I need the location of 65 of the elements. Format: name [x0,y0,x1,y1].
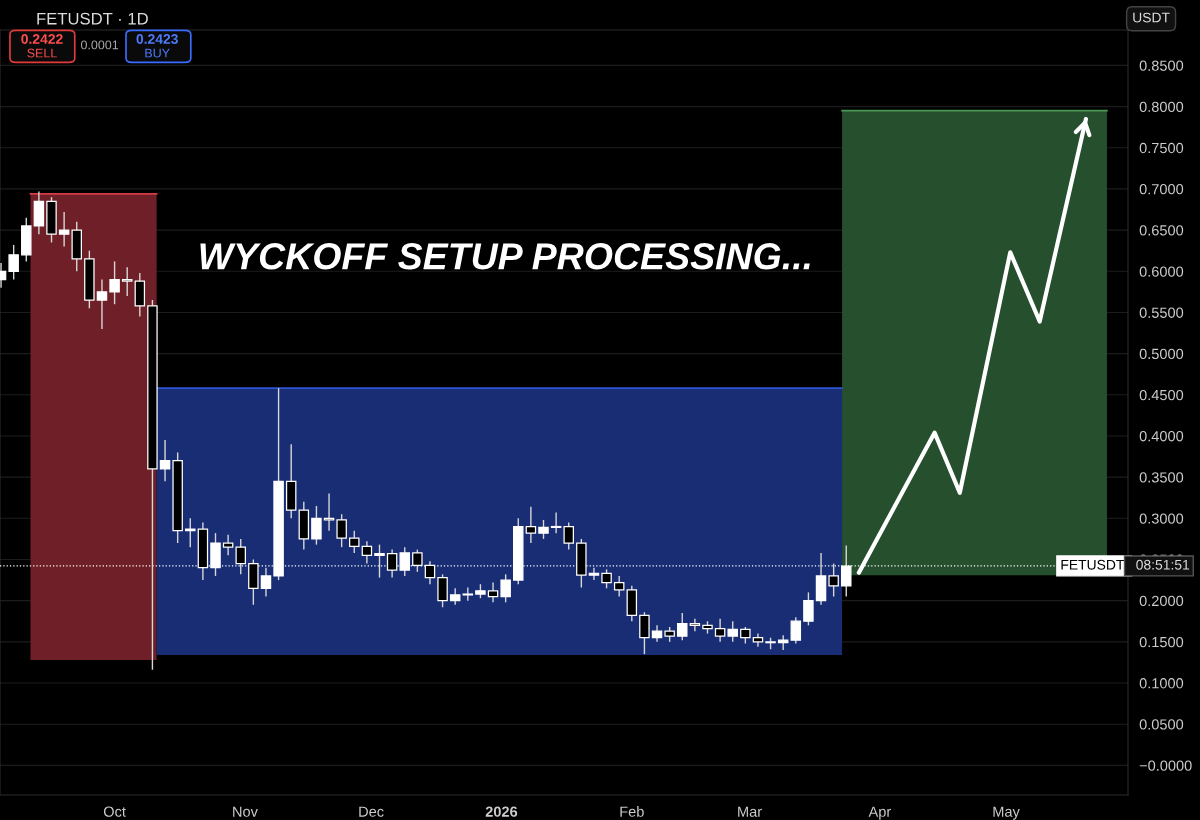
candlestick [601,568,612,590]
candlestick [841,544,852,598]
x-tick-label: 2026 [485,806,518,817]
annotation: WYCKOFF SETUP PROCESSING... [200,243,810,270]
annotation: 0.2423 [136,34,178,44]
candlestick [96,278,108,330]
candlestick [550,511,562,534]
text: 08:51:51 [1136,559,1190,570]
candlestick [563,521,574,551]
candlestick [727,620,738,643]
ref-line-label: FETUSDT [1061,559,1125,570]
y-tick-label: 0.6000 [1139,266,1184,277]
x-tick-label: May [993,806,1020,820]
candlestick [336,513,347,548]
candlestick [185,517,196,548]
x-tick-label: Apr [868,806,892,820]
candlestick [58,211,70,248]
y-axis-title: USDT [1133,12,1170,23]
x-tick-label: Dec [359,806,384,817]
y-tick-label: 0.7500 [1139,142,1184,154]
x-tick-label: Oct [103,806,126,817]
y-tick-label: 0.5500 [1139,307,1184,318]
annotation: BUY [145,48,170,58]
candlestick [437,573,448,608]
y-tick-label: 0.7000 [1139,184,1184,195]
annotation: 0.2422 [21,34,63,44]
candlestick [121,266,133,297]
candlestick [8,244,19,281]
y-tick-label: 0.4000 [1139,431,1184,442]
x-tick-label: Mar [738,806,762,817]
y-tick-label: 0.4500 [1139,389,1184,401]
candlestick [500,573,511,604]
candlestick [349,529,360,554]
candlestick [714,618,726,643]
candlestick [613,575,625,598]
candlestick [487,581,499,604]
candlestick [677,612,688,641]
y-tick-label: 0.5000 [1139,348,1184,360]
y-tick-label: −0.0000 [1139,760,1192,771]
y-tick-label: 0.0500 [1139,719,1184,730]
y-tick-label: 0.6500 [1139,225,1184,236]
candlestick [462,586,474,602]
annotation: SELL [27,48,57,58]
y-tick-label: 0.1000 [1139,678,1184,689]
y-tick-label: 0.1500 [1139,636,1184,648]
candlestick [525,506,537,544]
x-tick-label: Feb [620,806,644,817]
y-tick-label: 0.8000 [1139,101,1184,113]
chart-title: FETUSDT · 1D [37,12,148,25]
candlestick [222,534,234,557]
candlestick [323,492,335,532]
annotation: 0.0001 [80,40,119,50]
candlestick [689,618,701,632]
candlestick [311,505,322,546]
candlestick [538,519,549,540]
y-tick-label: 0.8500 [1139,60,1184,71]
candlestick [803,591,814,627]
y-tick-label: 0.3000 [1139,513,1184,524]
y-tick-label: 0.2000 [1139,595,1184,607]
candlestick [639,611,650,655]
y-tick-label: 0.3500 [1139,472,1184,483]
candlestick [159,439,171,482]
candlestick [790,616,802,645]
x-tick-label: Nov [233,806,258,817]
candlestick [109,260,120,305]
